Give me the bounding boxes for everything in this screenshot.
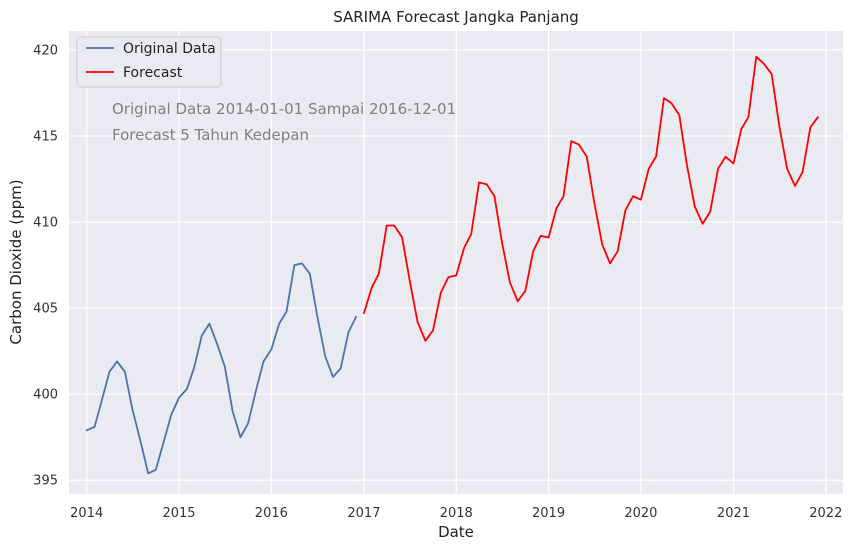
legend: Original Data Forecast bbox=[76, 36, 222, 88]
y-tick-label-405: 405 bbox=[33, 302, 58, 317]
tick-labels: 2014 2015 2016 2017 2018 2019 2020 2021 2022 395 4… bbox=[33, 43, 842, 521]
legend-label-forecast: Forecast bbox=[123, 65, 183, 81]
x-tick-label-2016: 2016 bbox=[255, 506, 288, 521]
legend-box bbox=[76, 36, 222, 88]
annotation-forecast-horizon: Forecast 5 Tahun Kedepan bbox=[112, 126, 309, 144]
series-layer bbox=[85, 55, 819, 475]
y-tick-label-395: 395 bbox=[33, 474, 58, 489]
x-tick-label-2022: 2022 bbox=[809, 506, 842, 521]
x-tick-label-2014: 2014 bbox=[70, 506, 103, 521]
x-tick-label-2017: 2017 bbox=[347, 506, 380, 521]
y-tick-label-415: 415 bbox=[33, 129, 58, 144]
x-tick-label-2015: 2015 bbox=[162, 506, 195, 521]
y-tick-label-410: 410 bbox=[33, 216, 58, 231]
annotation-original-range: Original Data 2014-01-01 Sampai 2016-12-… bbox=[112, 100, 456, 118]
x-tick-label-2021: 2021 bbox=[717, 506, 750, 521]
x-tick-label-2019: 2019 bbox=[532, 506, 565, 521]
y-tick-label-400: 400 bbox=[33, 388, 58, 403]
annotations: Original Data 2014-01-01 Sampai 2016-12-… bbox=[112, 100, 456, 144]
x-axis-label: Date bbox=[438, 523, 474, 541]
y-axis-label: Carbon Dioxide (ppm) bbox=[7, 179, 25, 344]
x-tick-label-2018: 2018 bbox=[440, 506, 473, 521]
x-tick-label-2020: 2020 bbox=[624, 506, 657, 521]
chart-title: SARIMA Forecast Jangka Panjang bbox=[333, 8, 579, 26]
series-line-forecast bbox=[363, 55, 819, 342]
grid-lines bbox=[69, 31, 843, 494]
legend-label-original: Original Data bbox=[123, 41, 216, 57]
series-line-original-data bbox=[85, 262, 357, 475]
y-tick-label-420: 420 bbox=[33, 43, 58, 58]
